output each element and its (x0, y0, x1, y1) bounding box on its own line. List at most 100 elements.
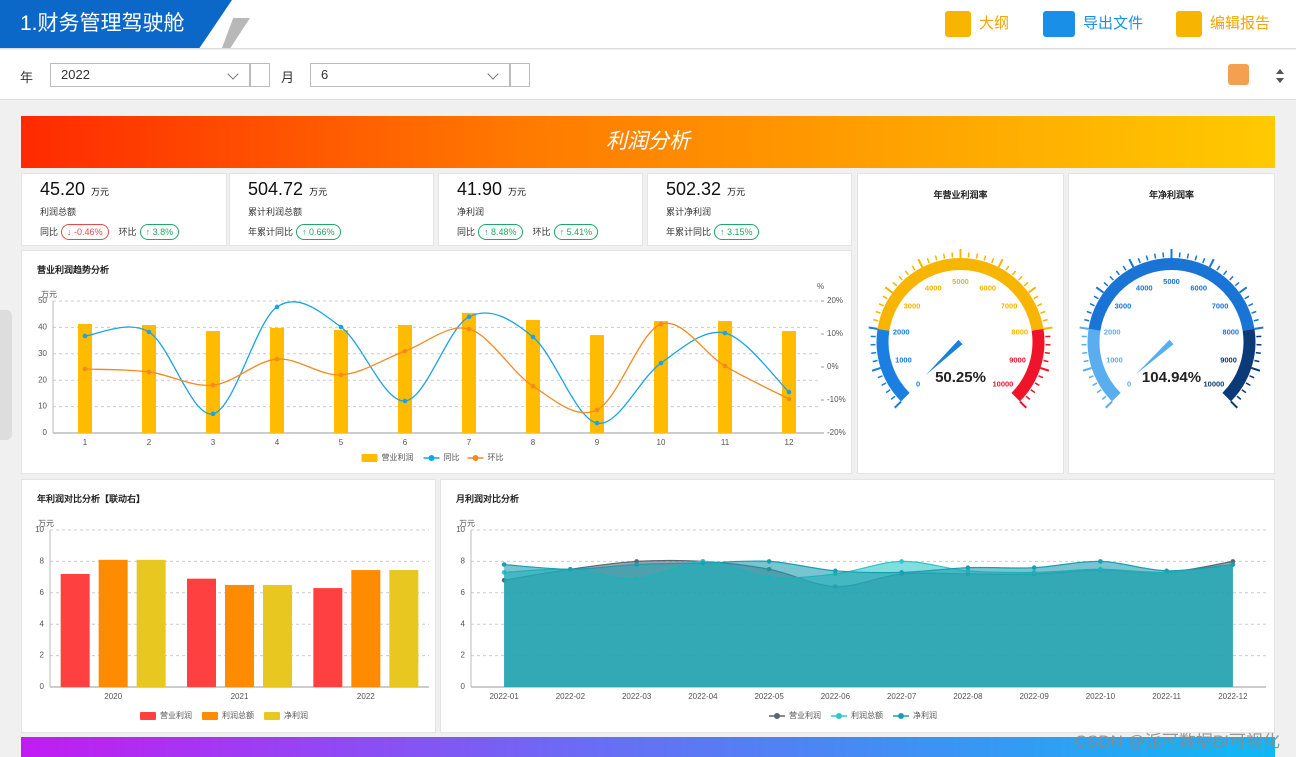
x-tick-label: 3 (211, 438, 216, 447)
chart-panel: 0 1000 2000 3000 4000 5000 6000 7000 8000 9000 100… (1068, 173, 1275, 474)
scroll-up[interactable] (1276, 65, 1284, 74)
bar (334, 330, 348, 433)
chart-title: 年净利润率 (1148, 190, 1194, 200)
x-tick-label: 4 (275, 438, 280, 447)
y-tick-label: 2 (40, 651, 45, 660)
point (722, 330, 728, 336)
x-tick-label: 11 (721, 438, 730, 447)
minor-tick (1254, 359, 1260, 363)
refresh-button[interactable] (1228, 64, 1249, 85)
kpi-value: 45.20 万元 (40, 179, 109, 200)
clear-button[interactable] (250, 63, 270, 87)
point (274, 356, 280, 362)
gauge-tick (871, 367, 881, 372)
kpi-compare: 年累计同比 ↑ 3.15% (666, 224, 769, 240)
y2-tick-label: 10% (827, 329, 843, 338)
y-tick-label: 20 (38, 375, 47, 384)
x-tick-label: 2021 (231, 692, 249, 701)
legend-label: 营业利润 (789, 710, 821, 720)
kpi-value: 502.32 万元 (666, 179, 745, 200)
point (766, 559, 772, 564)
banner: 利润分析 (21, 116, 1275, 168)
kpi-compare: 同比 ↓ -0.46% 环比 ↑ 3.8% (40, 224, 189, 240)
x-tick-label: 10 (657, 438, 666, 447)
y-tick-label: 8 (461, 557, 466, 566)
month-select[interactable]: 6 (310, 63, 510, 87)
y-axis-label: 万元 (38, 519, 54, 528)
gauge-tick (1019, 400, 1027, 409)
minor-tick (875, 310, 881, 314)
gauge-tick-label: 5000 (1163, 277, 1180, 286)
minor-tick (1122, 265, 1127, 271)
minor-tick (1037, 303, 1043, 307)
point (700, 560, 706, 566)
minor-tick (1216, 265, 1221, 271)
bar (187, 578, 216, 687)
kpi-name: 累计净利润 (666, 207, 712, 217)
gauge-tick-label: 4000 (925, 284, 942, 293)
y-tick-label: 6 (461, 588, 466, 597)
gauge-tick (1251, 367, 1261, 372)
point (786, 389, 792, 395)
y-tick-label: 0 (40, 682, 45, 691)
legend-label: 营业利润 (160, 710, 192, 720)
minor-tick (1115, 270, 1120, 276)
chart-title: 年利润对比分析【联动右】 (37, 494, 146, 504)
filter-value: 6 (321, 67, 329, 82)
minor-tick (1245, 382, 1251, 387)
bar (78, 323, 92, 433)
line (504, 560, 1233, 574)
gauge-tick (1027, 286, 1037, 294)
minor-tick (1040, 310, 1046, 314)
year-select[interactable]: 2022 (50, 63, 250, 87)
gauge-band (1222, 328, 1256, 402)
y2-tick-label: -20% (827, 428, 846, 437)
point (634, 562, 639, 567)
edit-button[interactable]: 编辑报告 (1176, 10, 1270, 38)
gauge-tick-label: 7000 (1212, 302, 1229, 311)
bar (263, 584, 292, 687)
gauge-tick (1079, 326, 1089, 330)
minor-tick (1249, 375, 1255, 379)
point (210, 382, 216, 388)
export-button[interactable]: 导出文件 (1043, 10, 1143, 38)
gauge-band (1087, 328, 1121, 402)
side-tab[interactable] (0, 310, 12, 440)
y-tick-label: 8 (40, 557, 45, 566)
filter-label: 月 (281, 70, 295, 85)
gauge-tick-label: 9000 (1220, 356, 1237, 365)
point (1098, 559, 1103, 564)
point (530, 334, 536, 340)
compare-value: ↑ 3.15% (714, 224, 759, 240)
x-tick-label: 1 (83, 438, 88, 447)
chart-title: 营业利润趋势分析 (37, 265, 110, 275)
minor-tick (892, 281, 898, 287)
legend-swatch (202, 712, 218, 720)
outline-button[interactable]: 大纲 (945, 10, 1009, 38)
filter-value: 2022 (61, 67, 90, 82)
bar (351, 570, 381, 687)
y-tick-label: 30 (38, 349, 47, 358)
kpi-card: 504.72 万元 累计利润总额 年累计同比 ↑ 0.66% (229, 173, 434, 246)
chart-panel: 0 10 20 30 40 50 万元 -20% -10% 0% 10% 20%% 1 2 3 4 5 6 7 8 9 1… (21, 250, 852, 474)
export-label: 导出文件 (1083, 15, 1144, 32)
minor-tick (1194, 255, 1198, 261)
y-tick-label: 6 (40, 588, 45, 597)
point (146, 369, 152, 375)
y-tick-label: 50 (38, 296, 47, 305)
bar (654, 321, 668, 433)
minor-tick (882, 295, 888, 300)
kpi-value: 41.90 万元 (457, 179, 526, 200)
kpi-card: 41.90 万元 净利润 同比 ↑ 8.48% 环比 ↑ 5.41% (438, 173, 643, 246)
x-tick-label: 2022-11 (1152, 692, 1181, 701)
point (786, 396, 792, 402)
minor-tick (1093, 295, 1099, 300)
scroll-down[interactable] (1276, 78, 1284, 87)
x-tick-label: 5 (339, 438, 344, 447)
minor-tick (1033, 295, 1039, 300)
gauge-tick-label: 1000 (1106, 356, 1123, 365)
clear-button[interactable] (510, 63, 530, 87)
gauge-tick-label: 0 (1127, 379, 1131, 388)
